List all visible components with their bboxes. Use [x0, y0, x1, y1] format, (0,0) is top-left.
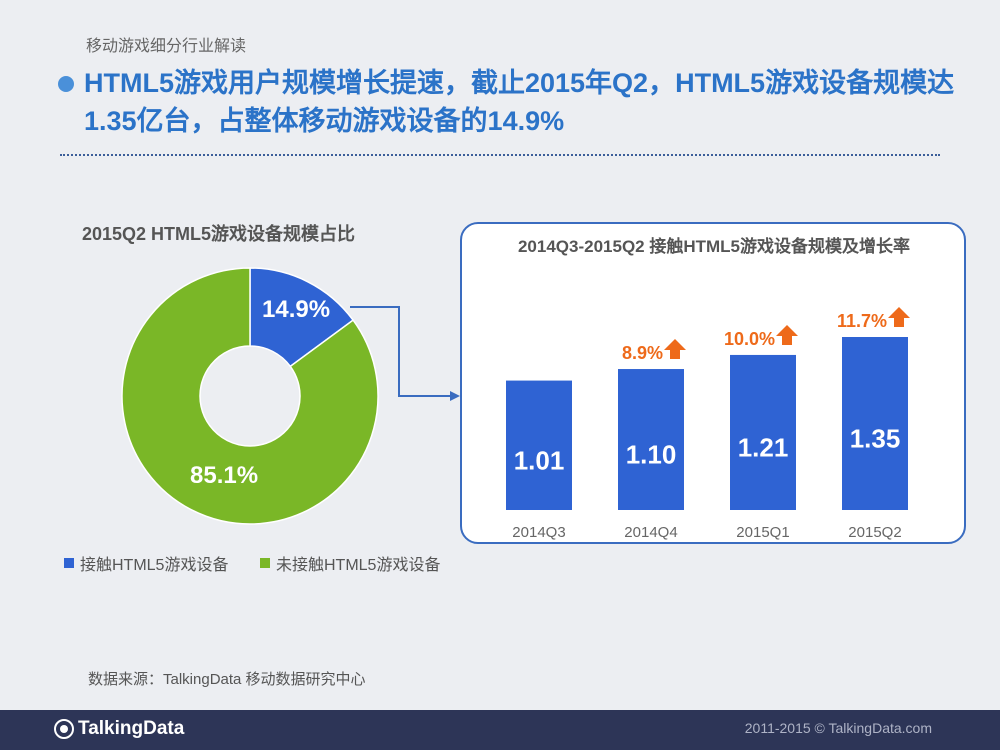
- x-tick-label: 2014Q3: [512, 524, 565, 541]
- bar-2014Q3: [506, 380, 572, 510]
- talkingdata-logo-icon: [54, 719, 74, 739]
- pie-slice-0: [249, 267, 355, 368]
- growth-rate-label: 11.7%: [837, 311, 887, 331]
- bullet-icon: [58, 76, 74, 92]
- up-arrow-icon: [888, 307, 910, 327]
- bar-chart-title: 2014Q3-2015Q2 接触HTML5游戏设备规模及增长率: [517, 237, 911, 256]
- section-label: 移动游戏细分行业解读: [86, 38, 247, 55]
- source-note: 数据来源：TalkingData 移动数据研究中心: [88, 671, 366, 688]
- connector-arrow-icon: [450, 391, 460, 401]
- growth-rate-label: 10.0%: [724, 329, 775, 349]
- brand-name: TalkingData: [78, 718, 185, 739]
- brand-logo: TalkingData: [54, 718, 184, 740]
- legend-swatch-blue: [64, 558, 74, 568]
- x-tick-label: 2014Q4: [624, 524, 677, 541]
- legend-swatch-green: [260, 558, 270, 568]
- bar-value-label: 1.01: [514, 445, 565, 475]
- slice-label-green: 85.1%: [190, 462, 259, 489]
- legend-item-untouched: 未接触HTML5游戏设备: [260, 551, 440, 575]
- bar-value-label: 1.10: [626, 440, 677, 470]
- bar-2014Q4: [618, 369, 684, 510]
- divider: [60, 154, 940, 156]
- pie-slice-1: [121, 267, 379, 525]
- x-tick-label: 2015Q1: [736, 524, 789, 541]
- headline: HTML5游戏用户规模增长提速，截止2015年Q2，HTML5游戏设备规模达1.…: [84, 68, 955, 136]
- slice-label-blue: 14.9%: [262, 296, 331, 323]
- x-tick-label: 2015Q2: [848, 524, 901, 541]
- up-arrow-icon: [776, 324, 798, 345]
- legend-item-touched: 接触HTML5游戏设备: [64, 551, 228, 575]
- bar-value-label: 1.21: [738, 432, 789, 462]
- pie-chart-title: 2015Q2 HTML5游戏设备规模占比: [82, 224, 356, 244]
- up-arrow-icon: [664, 339, 686, 360]
- legend-label: 接触HTML5游戏设备: [80, 557, 229, 574]
- growth-rate-label: 8.9%: [622, 343, 663, 363]
- legend-label: 未接触HTML5游戏设备: [276, 557, 441, 574]
- bar-value-label: 1.35: [850, 424, 901, 454]
- copyright: 2011-2015 © TalkingData.com: [744, 720, 932, 736]
- connector-line: [350, 306, 452, 397]
- bar-2015Q1: [730, 354, 796, 510]
- footer-bar: [0, 710, 1000, 750]
- bar-2015Q2: [842, 337, 908, 510]
